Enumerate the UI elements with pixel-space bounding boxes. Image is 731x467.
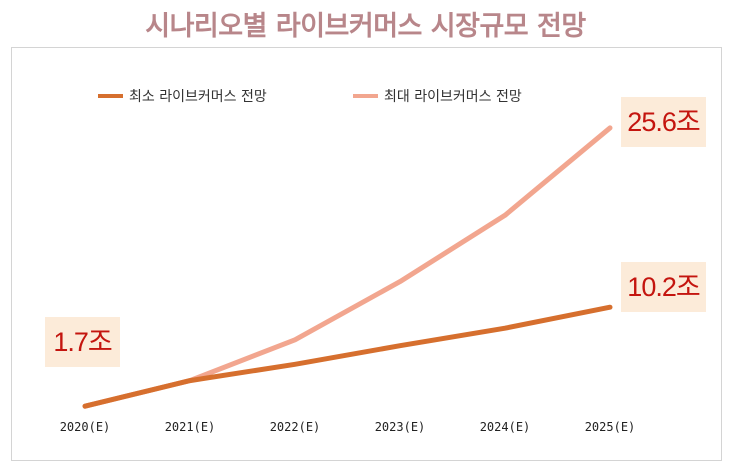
x-axis-ticks: 2020(E) 2021(E) 2022(E) 2023(E) 2024(E) 2025(… [60, 420, 636, 434]
legend-label-max: 최대 라이브커머스 전망 [384, 89, 522, 105]
annotation-start-value: 1.7조 [45, 317, 120, 367]
series-line-min [82, 304, 613, 409]
chart-title: 시나리오별 라이브커머스 시장규모 전망 [145, 11, 586, 42]
x-tick-label: 2020(E) [60, 420, 111, 434]
annotation-max-value: 25.6조 [621, 97, 706, 147]
x-tick-label: 2023(E) [375, 420, 426, 434]
chart-frame [11, 47, 722, 461]
x-tick-label: 2025(E) [585, 420, 636, 434]
series-line-max [82, 125, 613, 409]
x-tick-label: 2022(E) [270, 420, 321, 434]
x-tick-label: 2024(E) [480, 420, 531, 434]
legend: 최소 라이브커머스 전망 최대 라이브커머스 전망 [98, 89, 522, 105]
legend-label-min: 최소 라이브커머스 전망 [129, 89, 267, 105]
annotation-min-value: 10.2조 [621, 262, 706, 312]
x-tick-label: 2021(E) [165, 420, 216, 434]
